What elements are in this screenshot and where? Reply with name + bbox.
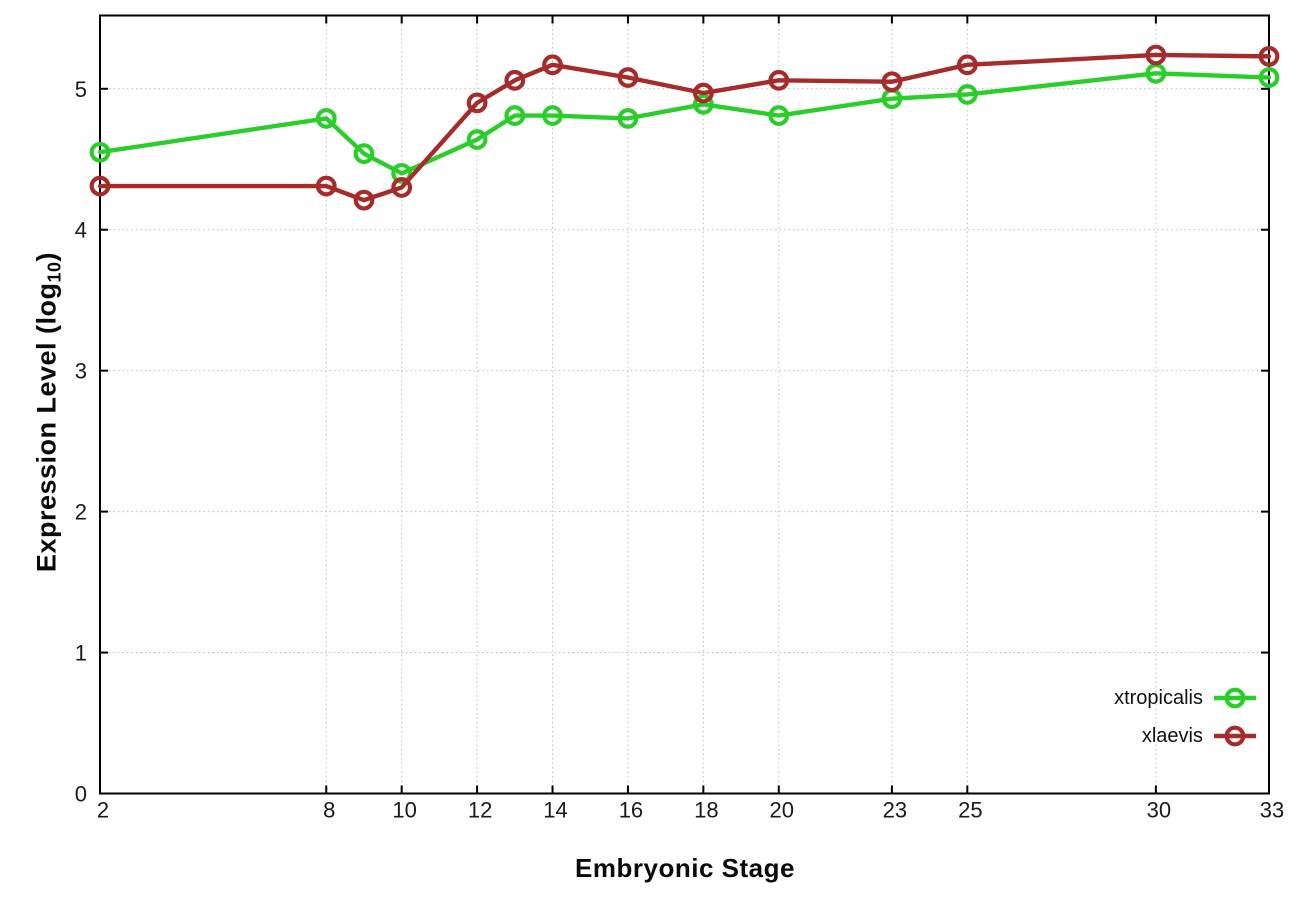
y-tick-label: 0 — [75, 782, 87, 807]
y-axis-title-text: Expression Level (log — [31, 282, 62, 573]
data-point-marker-xtropicalis — [617, 107, 639, 129]
x-tick-label: 10 — [392, 798, 416, 823]
data-point-marker-xtropicalis — [542, 105, 563, 126]
data-point-marker-xlaevis — [315, 175, 337, 197]
y-axis-title-suffix: ) — [31, 251, 62, 262]
legend-item-xtropicalis: xtropicalis — [1114, 679, 1258, 717]
x-tick-label: 14 — [543, 798, 567, 823]
series-xlaevis — [89, 44, 1280, 211]
legend-label-xlaevis: xlaevis — [1141, 724, 1203, 747]
y-axis-title: Expression Level (log10) — [31, 251, 65, 573]
y-tick-label: 2 — [75, 500, 87, 525]
data-point-marker-xtropicalis — [89, 141, 111, 163]
data-point-marker-xtropicalis — [466, 129, 488, 150]
y-tick-label: 1 — [75, 641, 87, 666]
x-tick-label: 12 — [468, 798, 492, 823]
data-point-marker-xtropicalis — [956, 84, 978, 105]
x-tick-label: 8 — [323, 798, 335, 823]
x-axis-title: Embryonic Stage — [575, 853, 795, 883]
x-tick-label: 20 — [770, 798, 794, 823]
data-point-marker-xtropicalis — [353, 143, 375, 165]
data-point-marker-xlaevis — [542, 54, 563, 76]
data-point-marker-xlaevis — [692, 82, 714, 104]
y-tick-label: 4 — [75, 218, 87, 243]
legend-label-xtropicalis: xtropicalis — [1114, 686, 1203, 709]
x-tick-label: 18 — [694, 798, 718, 823]
legend: xtropicalis xlaevis — [1114, 679, 1258, 755]
data-point-marker-xlaevis — [768, 69, 790, 91]
x-tick-label: 30 — [1147, 798, 1171, 823]
data-point-marker-xtropicalis — [504, 105, 526, 126]
x-tick-label: 25 — [958, 798, 982, 823]
legend-point-sample — [1224, 725, 1246, 747]
data-point-marker-xlaevis — [504, 69, 526, 91]
data-point-marker-xlaevis — [391, 177, 413, 198]
plot-border — [99, 14, 1270, 795]
y-axis-title-subscript: 10 — [44, 261, 65, 283]
data-point-marker-xlaevis — [956, 54, 978, 76]
data-point-marker-xlaevis — [1258, 45, 1280, 67]
data-point-marker-xlaevis — [1145, 44, 1167, 66]
axes — [99, 14, 1270, 795]
data-point-marker-xlaevis — [353, 189, 375, 211]
y-tick-label: 5 — [75, 77, 87, 102]
data-point-marker-xtropicalis — [315, 107, 337, 129]
legend-marker-xlaevis — [1214, 725, 1256, 747]
data-point-marker-xlaevis — [89, 175, 111, 197]
data-point-marker-xlaevis — [617, 67, 639, 88]
data-point-marker-xlaevis — [466, 92, 488, 114]
data-point-marker-xtropicalis — [768, 105, 790, 126]
x-tick-label: 16 — [619, 798, 643, 823]
data-point-marker-xtropicalis — [692, 93, 714, 115]
x-tick-label: 2 — [97, 798, 109, 823]
series-xtropicalis — [89, 62, 1280, 184]
legend-point-sample — [1224, 687, 1246, 709]
data-point-marker-xtropicalis — [1258, 67, 1280, 88]
data-point-marker-xlaevis — [881, 71, 903, 93]
x-tick-label: 23 — [883, 798, 907, 823]
legend-item-xlaevis: xlaevis — [1114, 717, 1258, 755]
gridlines — [100, 15, 1269, 794]
y-tick-label: 3 — [75, 359, 87, 384]
data-point-marker-xtropicalis — [391, 162, 413, 184]
x-tick-label: 33 — [1260, 798, 1284, 823]
legend-marker-xtropicalis — [1214, 687, 1256, 709]
